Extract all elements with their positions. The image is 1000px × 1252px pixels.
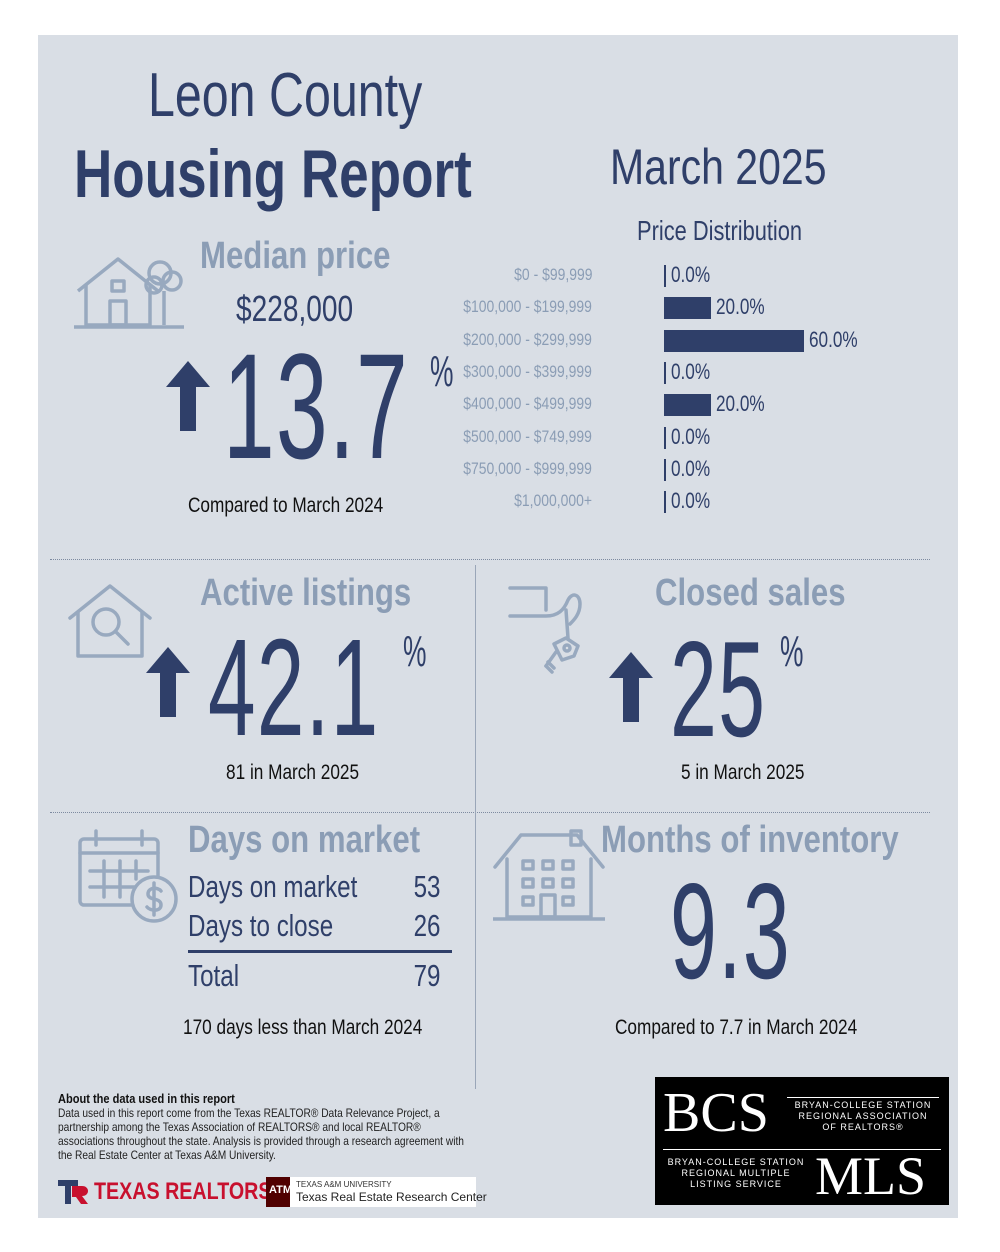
months-inventory-value: 9.3 <box>670 855 791 1007</box>
closed-sales-change: 25 <box>670 613 767 765</box>
price-distribution-bar <box>664 361 666 384</box>
atm-mark-icon: ATM <box>266 1177 292 1207</box>
price-distribution-row: $1,000,000+ 0.0% <box>468 487 868 515</box>
bcs-mls-logo: BCS BRYAN-COLLEGE STATION REGIONAL ASSOC… <box>655 1077 949 1205</box>
price-distribution-bar <box>664 491 666 514</box>
column-divider <box>475 565 476 1089</box>
price-distribution-bar <box>664 394 711 417</box>
hand-key-icon <box>508 586 582 674</box>
logo-rule <box>663 1149 941 1150</box>
section-divider <box>50 812 930 813</box>
months-inventory-note: Compared to 7.7 in March 2024 <box>615 1016 858 1039</box>
price-distribution-row: $300,000 - $399,999 0.0% <box>463 358 868 386</box>
dom-row-value: 53 <box>413 869 440 904</box>
texas-realtors-mark-icon <box>58 1180 88 1204</box>
price-distribution-row: $500,000 - $749,999 0.0% <box>463 423 868 451</box>
report-panel: Leon County Housing Report March 2025 Me… <box>38 35 958 1218</box>
median-price-change: 13.7 <box>223 322 409 490</box>
price-range-label: $100,000 - $199,999 <box>463 297 592 317</box>
price-distribution-row: $100,000 - $199,999 20.0% <box>463 293 868 321</box>
house-tree-icon <box>74 257 184 329</box>
price-range-label: $200,000 - $299,999 <box>463 329 592 349</box>
about-text: Data used in this report come from the T… <box>58 1106 464 1162</box>
mls-line1: BRYAN-COLLEGE STATION <box>667 1157 805 1167</box>
dom-row-value: 26 <box>413 908 440 943</box>
bcs-text: BCS <box>663 1082 769 1144</box>
texas-realtors-text: TEXAS REALTORS <box>94 1178 272 1205</box>
texas-realtors-logo: TEXAS REALTORS <box>58 1178 272 1206</box>
about-heading: About the data used in this report <box>58 1091 235 1106</box>
days-on-market-note: 170 days less than March 2024 <box>183 1016 423 1039</box>
price-distribution-row: $200,000 - $299,999 60.0% <box>463 326 868 354</box>
price-distribution-value: 60.0% <box>809 326 858 352</box>
median-price-note: Compared to March 2024 <box>188 494 384 517</box>
price-distribution-value: 0.0% <box>671 358 711 384</box>
price-distribution-value: 0.0% <box>671 488 711 514</box>
price-distribution-row: $0 - $99,999 0.0% <box>468 261 868 289</box>
report-title-county: Leon County <box>148 61 423 130</box>
dom-total-label: Total <box>188 958 240 993</box>
report-title: Housing Report <box>74 136 472 212</box>
tamu-research-center-logo: ATM TEXAS A&M UNIVERSITY Texas Real Esta… <box>266 1177 487 1207</box>
price-distribution-value: 0.0% <box>671 262 711 287</box>
mls-text: MLS <box>815 1146 927 1206</box>
price-range-label: $400,000 - $499,999 <box>463 394 592 414</box>
median-price-percent-sign: % <box>430 347 454 396</box>
tamu-center-name: Texas Real Estate Research Center <box>296 1190 487 1204</box>
price-distribution-value: 20.0% <box>715 391 765 417</box>
months-inventory-label: Months of inventory <box>601 819 899 861</box>
up-arrow-icon <box>166 361 210 431</box>
calendar-dollar-icon <box>78 829 178 923</box>
median-price-value: $228,000 <box>236 288 354 329</box>
price-range-label: $500,000 - $749,999 <box>463 426 592 446</box>
apartment-building-icon <box>493 829 605 921</box>
price-distribution-row: $400,000 - $499,999 20.0% <box>463 390 868 418</box>
report-month: March 2025 <box>610 139 827 195</box>
active-listings-change: 42.1 <box>208 611 380 765</box>
dom-row-label: Days on market <box>188 869 358 904</box>
dom-row-days-to-close: Days to close 26 <box>188 908 440 944</box>
closed-sales-label: Closed sales <box>655 572 846 614</box>
days-on-market-label: Days on market <box>188 819 421 861</box>
up-arrow-icon <box>609 652 653 722</box>
price-distribution-bar <box>664 265 666 287</box>
dom-row-label: Days to close <box>188 908 334 943</box>
dom-row-days-on-market: Days on market 53 <box>188 869 440 905</box>
price-distribution-value: 0.0% <box>671 423 711 449</box>
price-distribution-title: Price Distribution <box>637 215 803 246</box>
price-distribution-row: $750,000 - $999,999 0.0% <box>463 455 868 483</box>
section-divider <box>50 559 930 560</box>
bcs-assoc-line3: OF REALTORS® <box>822 1122 904 1132</box>
median-price-label: Median price <box>200 235 391 277</box>
up-arrow-icon <box>146 647 190 717</box>
mls-line3: LISTING SERVICE <box>690 1179 782 1189</box>
price-distribution-bar <box>664 329 804 352</box>
dom-row-total: Total 79 <box>188 958 440 994</box>
price-distribution-value: 0.0% <box>671 455 711 481</box>
price-range-label: $0 - $99,999 <box>513 265 592 284</box>
closed-sales-percent-sign: % <box>780 627 804 676</box>
logo-rule <box>787 1097 939 1098</box>
price-range-label: $1,000,000+ <box>514 491 592 511</box>
closed-sales-note: 5 in March 2025 <box>681 761 805 784</box>
active-listings-note: 81 in March 2025 <box>226 761 360 784</box>
tamu-name: TEXAS A&M UNIVERSITY <box>296 1180 392 1189</box>
bcs-assoc-line1: BRYAN-COLLEGE STATION <box>794 1100 932 1110</box>
dom-total-value: 79 <box>413 958 440 993</box>
price-distribution-bar <box>664 458 666 481</box>
price-range-label: $750,000 - $999,999 <box>463 458 592 478</box>
mls-line2: REGIONAL MULTIPLE <box>681 1168 791 1178</box>
bcs-assoc-line2: REGIONAL ASSOCIATION <box>798 1111 928 1121</box>
house-search-icon <box>68 584 152 658</box>
price-distribution-value: 20.0% <box>715 294 765 320</box>
price-range-label: $300,000 - $399,999 <box>463 361 592 381</box>
price-distribution-bar <box>664 426 666 449</box>
price-distribution-bar <box>664 297 711 320</box>
active-listings-percent-sign: % <box>403 627 427 676</box>
active-listings-label: Active listings <box>200 572 412 614</box>
total-divider <box>188 950 452 953</box>
